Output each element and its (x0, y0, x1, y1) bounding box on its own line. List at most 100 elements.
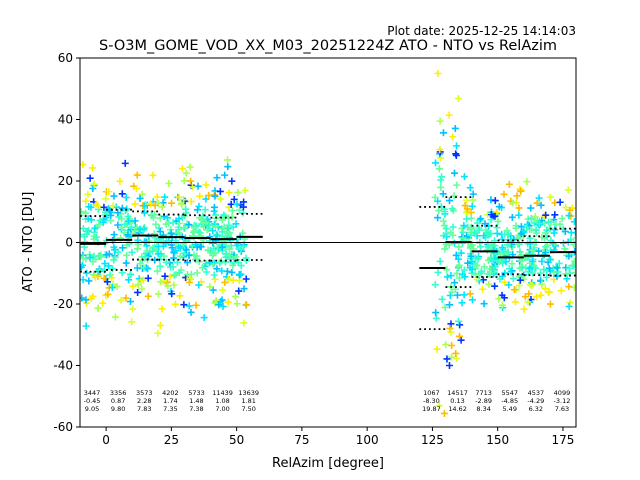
scatter-point (101, 208, 109, 216)
scatter-point (468, 258, 476, 266)
scatter-point (80, 276, 87, 284)
scatter-point (131, 227, 139, 235)
y-tick-label: 0 (65, 236, 73, 250)
scatter-point (91, 273, 99, 281)
scatter-point (454, 255, 462, 263)
bin-label: -4.85 (501, 397, 518, 405)
scatter-point (473, 261, 481, 269)
scatter-point (451, 124, 459, 132)
scatter-point (546, 300, 554, 308)
plot-date: Plot date: 2025-12-25 14:14:03 (387, 24, 576, 38)
scatter-point (136, 194, 144, 202)
scatter-point (208, 251, 216, 259)
scatter-point (446, 325, 454, 333)
scatter-point (100, 203, 108, 211)
scatter-point (538, 280, 546, 288)
y-axis: -60 -40 -20 0 20 40 60 (53, 51, 80, 434)
scatter-point (167, 229, 175, 237)
scatter-point (168, 290, 176, 298)
scatter-point (480, 263, 488, 271)
scatter-point (185, 251, 193, 259)
scatter-point (558, 215, 566, 223)
scatter-point (490, 268, 498, 276)
scatter-point (501, 230, 509, 238)
scatter-point (233, 300, 241, 308)
scatter-point (155, 224, 163, 232)
scatter-point (520, 305, 528, 313)
scatter-point (479, 285, 487, 293)
scatter-point (154, 329, 162, 337)
scatter-point (195, 258, 203, 266)
scatter-point (484, 270, 492, 278)
scatter-point (565, 264, 573, 272)
scatter-point (554, 268, 562, 276)
scatter-point (169, 219, 177, 227)
scatter-point (221, 278, 229, 286)
scatter-point (225, 221, 233, 229)
scatter-point (81, 233, 89, 241)
scatter-point (213, 265, 221, 273)
scatter-point (82, 296, 90, 304)
scatter-point (165, 179, 173, 187)
scatter-point (237, 201, 245, 209)
scatter-point (129, 282, 137, 290)
scatter-point (147, 200, 155, 208)
scatter-point (121, 159, 129, 167)
scatter-point (450, 279, 458, 287)
x-tick-label: 0 (102, 433, 110, 447)
scatter-point (180, 224, 188, 232)
scatter-point (460, 291, 468, 299)
scatter-point (200, 314, 208, 322)
scatter-point (237, 270, 245, 278)
scatter-point (446, 301, 454, 309)
scatter-point (129, 305, 137, 313)
scatter-point (111, 254, 119, 262)
scatter-point (468, 266, 476, 274)
scatter-point (557, 287, 565, 295)
scatter-point (525, 290, 533, 298)
scatter-point (104, 262, 112, 270)
scatter-point (114, 221, 122, 229)
scatter-point (242, 301, 250, 309)
scatter-point (516, 248, 524, 256)
scatter-point (156, 214, 164, 222)
scatter-point (128, 318, 136, 326)
scatter-point (455, 317, 463, 325)
scatter-point (241, 186, 249, 194)
scatter-point (233, 200, 241, 208)
bin-label: 14517 (447, 389, 468, 397)
scatter-point (442, 225, 450, 233)
scatter-point (164, 282, 172, 290)
bin-label: 13639 (238, 389, 259, 397)
scatter-point (107, 211, 115, 219)
scatter-point (228, 268, 236, 276)
scatter-point (446, 291, 454, 299)
scatter-point (435, 402, 443, 410)
scatter-point (104, 290, 112, 298)
bin-label: 5547 (501, 389, 518, 397)
scatter-point (218, 216, 226, 224)
scatter-point (460, 222, 468, 230)
scatter-point (456, 274, 464, 282)
scatter-point (175, 193, 183, 201)
scatter-point (175, 215, 183, 223)
scatter-point (555, 259, 563, 267)
scatter-point (227, 200, 235, 208)
scatter-point (571, 257, 576, 265)
scatter-point (529, 280, 537, 288)
scatter-point (86, 174, 94, 182)
scatter-point (449, 231, 457, 239)
scatter-point (452, 151, 460, 159)
scatter-point (437, 183, 445, 191)
scatter-point (524, 298, 532, 306)
scatter-point (210, 203, 218, 211)
scatter-point (508, 260, 516, 268)
scatter-point (209, 239, 217, 247)
scatter-point (219, 302, 227, 310)
scatter-point (495, 295, 503, 303)
scatter-point (230, 195, 238, 203)
scatter-point (82, 197, 90, 205)
scatter-point (570, 283, 576, 291)
bin-label: 3573 (136, 389, 153, 397)
scatter-point (228, 207, 236, 215)
